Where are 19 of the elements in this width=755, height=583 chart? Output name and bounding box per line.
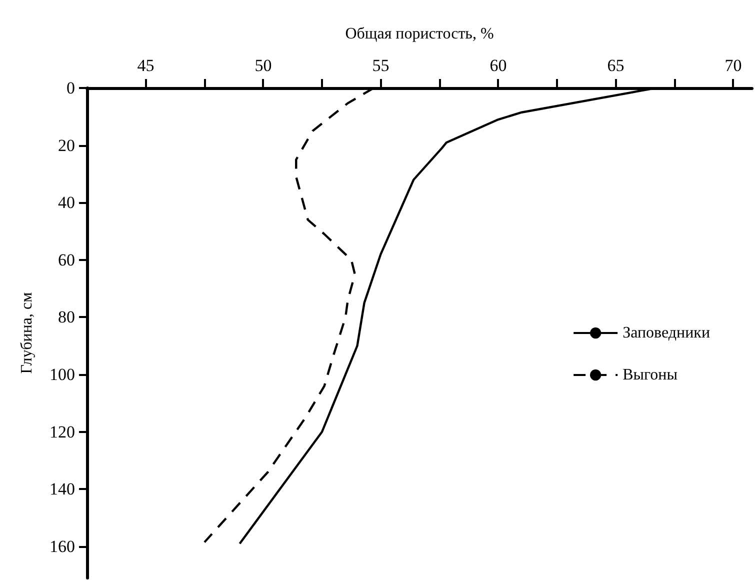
- y-tick-label: 0: [66, 78, 75, 98]
- legend-label: Выгоны: [622, 366, 678, 384]
- x-tick-label: 65: [607, 56, 624, 75]
- x-axis-title: Общая пористость, %: [345, 26, 494, 42]
- x-tick-label: 45: [137, 56, 154, 75]
- x-tick-label: 50: [254, 56, 272, 75]
- x-tick-label: 60: [490, 56, 507, 75]
- y-tick-label: 120: [50, 422, 75, 442]
- y-tick-label: 20: [58, 136, 75, 155]
- y-axis-title: Глубина, см: [18, 292, 36, 374]
- x-tick-label: 70: [724, 56, 742, 75]
- y-tick-label: 100: [50, 365, 75, 384]
- y-tick-label: 160: [50, 536, 75, 556]
- y-tick-label: 140: [50, 480, 75, 499]
- legend-label: Заповедники: [622, 324, 710, 342]
- y-tick-label: 60: [58, 250, 75, 270]
- y-tick-label: 40: [58, 193, 75, 212]
- y-tick-label: 80: [58, 308, 75, 327]
- x-tick-label: 55: [372, 56, 390, 75]
